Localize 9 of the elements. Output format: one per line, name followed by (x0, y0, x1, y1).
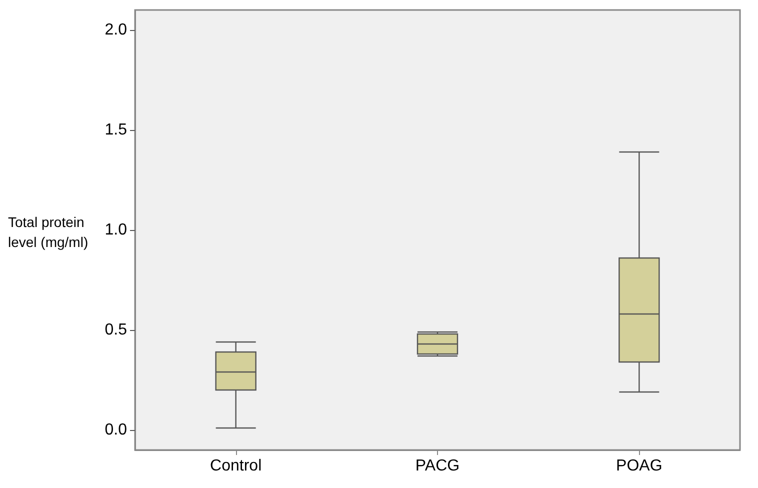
y-tick-label: 1.5 (104, 122, 128, 138)
y-tick-label: 0.5 (104, 322, 128, 338)
y-tick-label: 0.0 (104, 422, 128, 438)
y-axis-title: Total protein level (mg/ml) (8, 214, 88, 250)
x-tick-label: Control (210, 458, 262, 474)
x-tick-label: POAG (616, 458, 662, 474)
x-tick-label: PACG (415, 458, 460, 474)
y-tick-label: 2.0 (104, 22, 128, 38)
y-tick-label: 1.0 (104, 222, 128, 238)
